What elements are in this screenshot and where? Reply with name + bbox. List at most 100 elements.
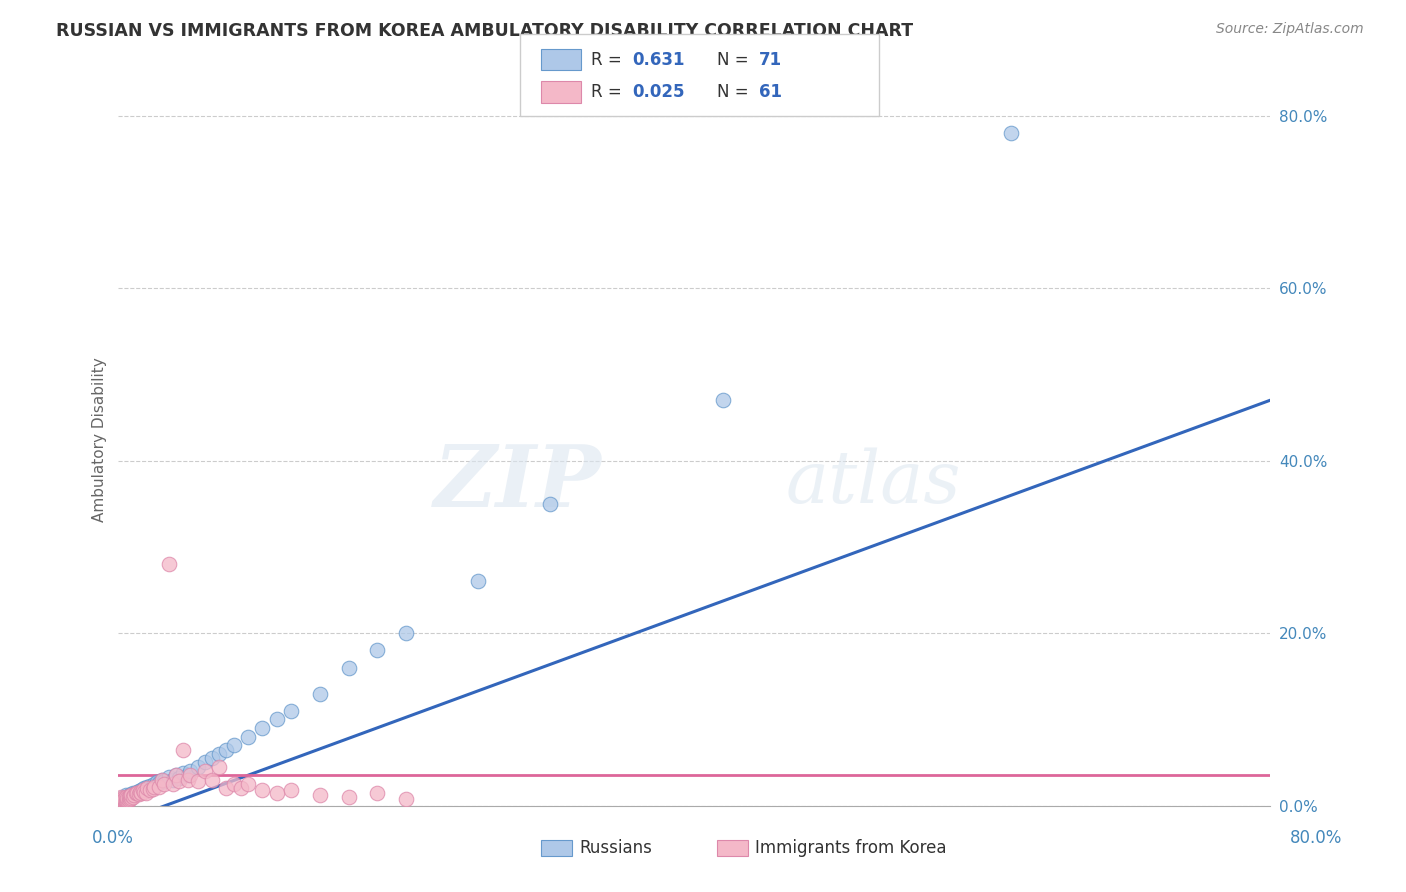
Point [118, 788, 141, 802]
Point [117, 789, 139, 804]
Point [167, 774, 190, 789]
Point [236, 730, 259, 744]
Point [143, 777, 166, 791]
Point [111, 795, 134, 809]
Point [136, 781, 159, 796]
Point [114, 789, 136, 804]
Point [176, 772, 198, 787]
Point [129, 785, 152, 799]
Point [115, 792, 138, 806]
Point [165, 768, 187, 782]
Point [252, 721, 274, 735]
Point [337, 661, 360, 675]
Point [131, 786, 153, 800]
Point [179, 768, 201, 782]
Text: 71: 71 [759, 51, 782, 69]
Point [146, 775, 169, 789]
Point [108, 793, 131, 807]
Point [125, 786, 148, 800]
Point [366, 786, 388, 800]
Point [108, 797, 131, 811]
Point [121, 789, 143, 803]
Point [115, 790, 138, 805]
Point [266, 786, 288, 800]
Point [172, 742, 194, 756]
Point [176, 767, 198, 781]
Point [153, 777, 176, 791]
Point [114, 792, 136, 806]
Point [111, 791, 134, 805]
Point [114, 793, 136, 807]
Point [122, 788, 145, 802]
Point [117, 791, 139, 805]
Point [111, 794, 134, 808]
Point [117, 792, 139, 806]
Point [162, 777, 184, 791]
Point [132, 782, 155, 797]
Point [148, 776, 170, 790]
Point [143, 780, 166, 794]
Point [111, 792, 134, 806]
Text: N =: N = [717, 51, 754, 69]
Point [127, 785, 149, 799]
Point [337, 789, 360, 804]
Point [121, 789, 143, 804]
Point [538, 497, 561, 511]
Point [114, 794, 136, 808]
Point [179, 764, 201, 778]
Point [115, 790, 138, 805]
Point [129, 785, 152, 799]
Point [120, 788, 142, 802]
Text: R =: R = [591, 51, 627, 69]
Point [112, 789, 135, 804]
Point [215, 781, 238, 796]
Point [120, 788, 142, 802]
Point [150, 772, 173, 787]
Point [148, 780, 170, 795]
Text: 61: 61 [759, 83, 782, 101]
Point [108, 794, 131, 808]
Point [711, 393, 734, 408]
Point [150, 772, 173, 787]
Point [165, 768, 187, 782]
Point [142, 782, 165, 797]
Point [138, 780, 160, 795]
Point [111, 793, 134, 807]
Y-axis label: Ambulatory Disability: Ambulatory Disability [93, 357, 107, 522]
Point [110, 789, 132, 804]
Point [141, 780, 163, 794]
Text: Source: ZipAtlas.com: Source: ZipAtlas.com [1216, 22, 1364, 37]
Point [395, 791, 418, 805]
Point [118, 790, 141, 805]
Point [108, 795, 131, 809]
Point [215, 742, 238, 756]
Point [201, 772, 224, 787]
Text: atlas: atlas [786, 448, 962, 518]
Point [187, 774, 209, 789]
Point [114, 791, 136, 805]
Text: RUSSIAN VS IMMIGRANTS FROM KOREA AMBULATORY DISABILITY CORRELATION CHART: RUSSIAN VS IMMIGRANTS FROM KOREA AMBULAT… [56, 22, 914, 40]
Point [128, 784, 150, 798]
Point [108, 796, 131, 810]
Point [110, 794, 132, 808]
Text: Immigrants from Korea: Immigrants from Korea [755, 839, 946, 857]
Point [153, 774, 176, 789]
Point [172, 765, 194, 780]
Point [135, 787, 157, 801]
Point [145, 778, 167, 792]
Point [111, 790, 134, 805]
Point [201, 751, 224, 765]
Point [114, 789, 136, 804]
Point [139, 783, 162, 797]
Point [135, 783, 157, 797]
Point [122, 788, 145, 802]
Point [208, 747, 231, 761]
Point [110, 790, 132, 805]
Point [121, 787, 143, 801]
Point [266, 712, 288, 726]
Point [108, 791, 131, 805]
Text: R =: R = [591, 83, 627, 101]
Point [157, 770, 180, 784]
Point [134, 785, 156, 799]
Point [110, 795, 132, 809]
